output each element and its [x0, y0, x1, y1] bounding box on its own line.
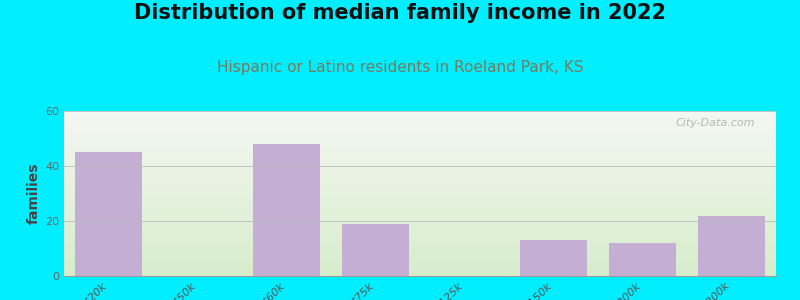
Text: Distribution of median family income in 2022: Distribution of median family income in …: [134, 3, 666, 23]
Y-axis label: families: families: [27, 163, 41, 224]
Bar: [342, 224, 409, 276]
Bar: [698, 215, 765, 276]
Bar: [75, 152, 142, 276]
Bar: [520, 240, 587, 276]
Text: City-Data.com: City-Data.com: [675, 118, 754, 128]
Text: Hispanic or Latino residents in Roeland Park, KS: Hispanic or Latino residents in Roeland …: [217, 60, 583, 75]
Bar: [609, 243, 676, 276]
Bar: [253, 144, 320, 276]
